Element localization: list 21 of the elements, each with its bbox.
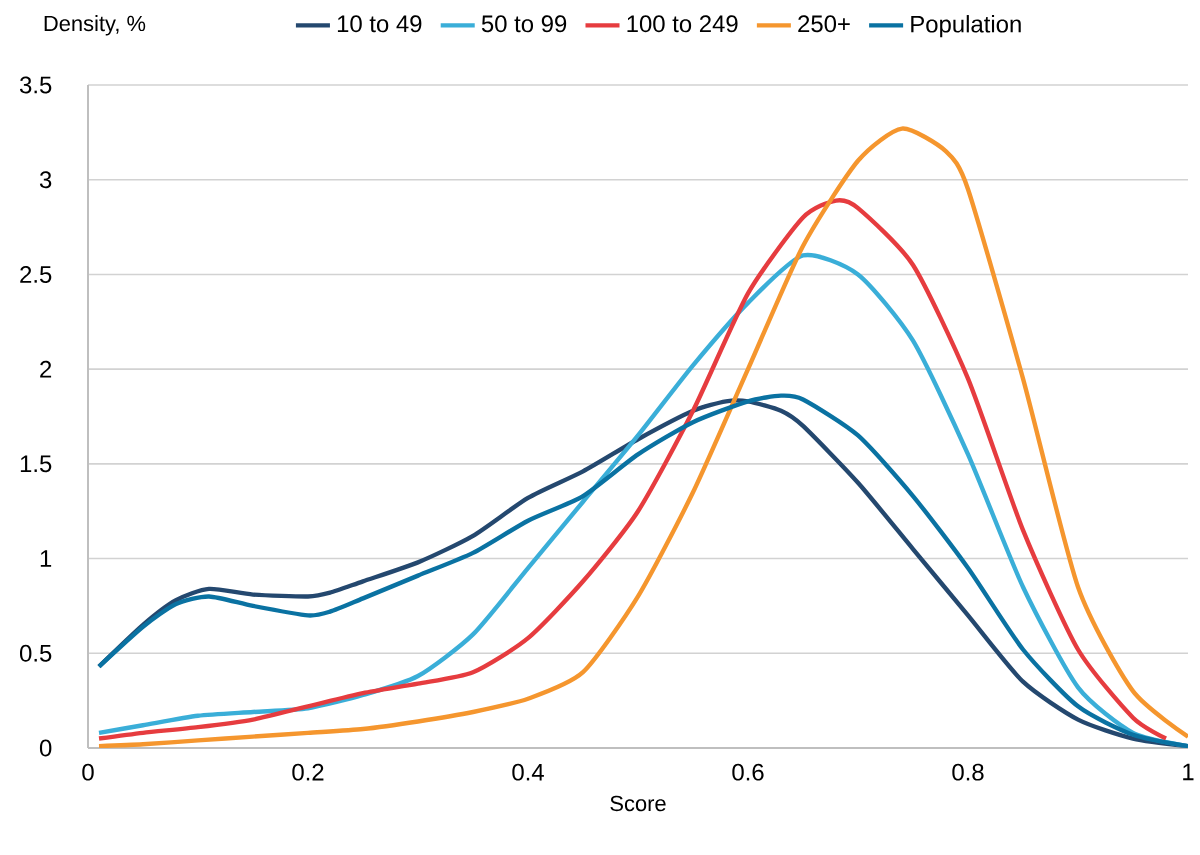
y-tick-label: 0 xyxy=(39,739,52,757)
x-tick-label: 0.6 xyxy=(732,763,764,781)
x-tick-label: 0.2 xyxy=(292,763,324,781)
legend-label: 250+ xyxy=(798,15,850,33)
y-tick-label: 2 xyxy=(40,360,52,378)
legend-label: 50 to 99 xyxy=(481,15,567,33)
x-axis-title: Score xyxy=(610,795,666,812)
legend-label: Population xyxy=(911,15,1021,38)
x-tick-label: 1 xyxy=(1183,763,1194,781)
y-tick-label: 3.5 xyxy=(19,76,52,94)
y-tick-label: 0.5 xyxy=(19,644,52,662)
x-tick-label: 0 xyxy=(82,763,94,781)
legend-label: 100 to 249 xyxy=(627,15,738,33)
x-tick-label: 0.4 xyxy=(512,763,544,781)
y-tick-label: 1.5 xyxy=(20,455,52,473)
y-axis-title: Density, % xyxy=(44,15,146,36)
x-tick-label: 0.8 xyxy=(952,763,984,781)
y-tick-label: 3 xyxy=(39,171,52,189)
legend-label: 10 to 49 xyxy=(337,15,422,33)
y-tick-label: 1 xyxy=(40,550,52,567)
y-tick-label: 2.5 xyxy=(20,265,52,283)
